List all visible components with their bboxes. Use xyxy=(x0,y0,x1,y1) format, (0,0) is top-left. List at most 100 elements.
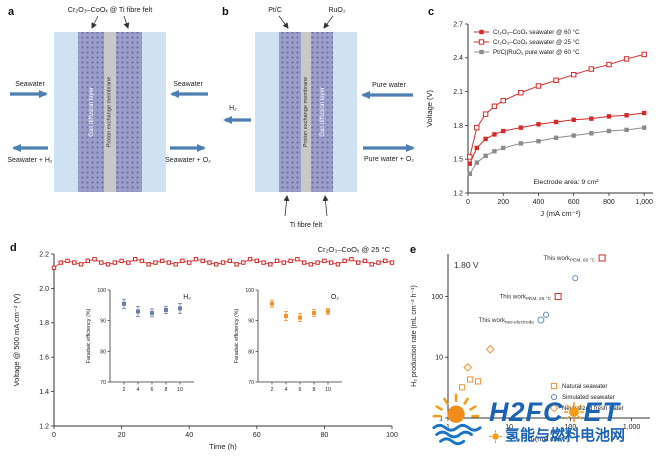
outflow-left-label: Seawater + H₂ xyxy=(7,157,53,164)
x-tick-label: 1,000 xyxy=(623,424,641,431)
pem-label: Proton exchange membrane xyxy=(303,77,309,148)
data-point xyxy=(335,262,341,267)
x-tick-label: 6 xyxy=(151,387,154,393)
data-point xyxy=(261,260,266,265)
y-axis-label: H₂ production rate (mL cm⁻² h⁻¹) xyxy=(411,285,418,387)
data-point xyxy=(254,258,260,264)
sun-waves-logo-icon xyxy=(432,393,482,446)
data-point xyxy=(467,171,472,177)
data-point xyxy=(554,292,562,300)
y-tick-label: 70 xyxy=(248,380,254,386)
data-point xyxy=(641,125,647,130)
data-point xyxy=(281,260,287,265)
data-point xyxy=(624,127,629,133)
data-point xyxy=(220,260,226,265)
legend-label: Cr₂O₃–CoOₓ seawater @ 60 °C xyxy=(493,29,580,36)
data-point xyxy=(193,256,199,262)
panel-b-label: b xyxy=(222,6,229,18)
data-point xyxy=(485,344,495,354)
data-point xyxy=(553,119,559,125)
panel-d-chart: 1.2 1.4 1.6 1.8 2.0 2.2 0 20 40 60 80 100 Time (h) Vo… xyxy=(12,245,398,451)
inset-background xyxy=(74,278,204,396)
x-tick-label: 100 xyxy=(565,424,577,431)
x-tick-label: 6 xyxy=(299,387,302,393)
data-point xyxy=(301,260,307,265)
data-point xyxy=(553,77,559,84)
x-tick-label: 0 xyxy=(466,199,470,206)
legend-label: Simulated seawater xyxy=(562,395,615,401)
proton-exchange-membrane xyxy=(104,32,116,192)
data-point xyxy=(288,258,293,264)
data-point xyxy=(308,262,314,267)
outflow-right-label: Pure water + O₂ xyxy=(364,156,414,163)
data-point xyxy=(284,314,288,319)
data-point xyxy=(542,311,550,318)
flow-channel-left xyxy=(255,32,279,192)
y-tick-label: 100 xyxy=(245,288,254,294)
data-point xyxy=(606,61,612,68)
panel-a-label: a xyxy=(8,6,15,18)
data-point xyxy=(58,260,63,265)
data-point xyxy=(207,260,212,265)
y-tick-label: 80 xyxy=(100,349,106,355)
y-tick-label: 2.2 xyxy=(39,251,49,258)
flow-channel-right xyxy=(333,32,357,192)
data-point xyxy=(65,258,70,264)
inflow-right-label: Seawater xyxy=(173,81,203,88)
annotation: Electrode area: 9 cm² xyxy=(534,179,600,186)
data-point xyxy=(492,149,497,154)
x-tick-label: 10 xyxy=(505,424,513,431)
data-point xyxy=(166,260,172,265)
x-tick-label: 0 xyxy=(52,432,56,439)
y-tick-label: 1.8 xyxy=(453,123,463,130)
data-point xyxy=(274,258,280,264)
cathode-label: Pt/C xyxy=(268,7,282,14)
data-point xyxy=(99,260,104,265)
x-tick-label: 10 xyxy=(325,387,331,393)
data-point xyxy=(467,376,474,383)
data-point xyxy=(483,136,488,142)
data-point xyxy=(641,51,647,58)
pem-label: Proton exchange membrane xyxy=(107,77,113,148)
data-point xyxy=(479,49,484,55)
watermark-text: H2FC ET xyxy=(489,398,625,444)
y-tick-label: 1.4 xyxy=(39,389,49,396)
felt-label: Ti fibre felt xyxy=(290,222,322,229)
data-point xyxy=(214,262,219,267)
data-point xyxy=(588,66,595,72)
panel-b-schematic: Pt/C RuO₂ Proton exchange membrane Gas d… xyxy=(223,7,415,229)
y-axis-label: Voltage (V) xyxy=(425,89,434,127)
data-point xyxy=(624,113,629,118)
inset-background xyxy=(222,278,352,396)
x-tick-label: 8 xyxy=(165,387,168,393)
y-tick-label: 1.5 xyxy=(453,157,463,164)
watermark-subtitle: 氢能与燃料电池网 xyxy=(505,427,626,445)
data-point xyxy=(550,393,558,401)
highlight-label: This workPEM, 25 °C xyxy=(499,293,551,302)
data-point xyxy=(159,258,165,264)
data-point xyxy=(474,160,480,165)
data-point xyxy=(536,138,541,144)
data-point xyxy=(518,125,524,130)
data-point xyxy=(315,260,320,265)
x-tick-label: 4 xyxy=(137,387,140,393)
data-point xyxy=(553,135,559,140)
data-point xyxy=(479,29,484,35)
flow-channel-right xyxy=(142,32,166,192)
data-point xyxy=(536,122,541,127)
x-tick-label: 800 xyxy=(603,199,615,206)
data-point xyxy=(492,132,497,137)
data-point xyxy=(150,311,154,315)
x-tick-label: 40 xyxy=(185,432,193,439)
x-tick-label: 2 xyxy=(123,387,126,393)
data-point xyxy=(501,145,506,151)
legend-label: Neutralized fresh water xyxy=(562,406,624,412)
y-tick-label: 90 xyxy=(100,319,106,325)
y-tick-label: 10 xyxy=(435,355,443,362)
y-tick-label: 1.6 xyxy=(39,355,49,362)
outflow-left-label: H₂ xyxy=(229,105,237,112)
data-point xyxy=(268,262,273,267)
y-tick-label: 1.8 xyxy=(39,320,49,327)
panel-e-label: e xyxy=(410,244,417,256)
gas-diffusion-layer-right xyxy=(116,32,142,192)
